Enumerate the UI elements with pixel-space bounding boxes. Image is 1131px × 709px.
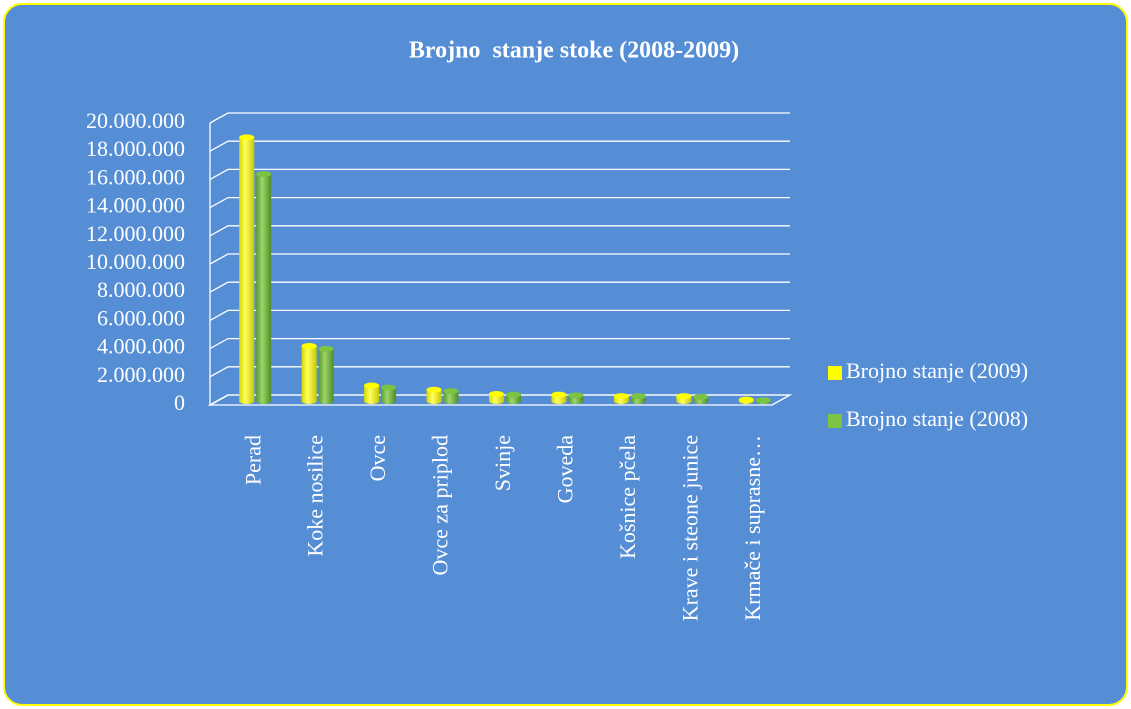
background — [3, 3, 1128, 706]
bar — [676, 393, 692, 404]
chart-title: Brojno stanje stoke (2008-2009) — [409, 38, 739, 64]
grid-line — [209, 337, 790, 350]
x-tick-label: Ovce — [365, 435, 390, 481]
bar — [239, 134, 255, 404]
x-tick-label: Koke nosilice — [303, 435, 328, 557]
bar — [506, 391, 521, 404]
y-tick-label: 0 — [174, 390, 185, 415]
grid-line — [209, 168, 790, 180]
y-tick-label: 8.000.000 — [97, 277, 185, 302]
y-tick-label: 14.000.000 — [86, 193, 185, 218]
x-tick-label: Perad — [240, 435, 265, 485]
bar — [551, 391, 567, 404]
bar — [738, 396, 754, 404]
bar — [364, 382, 380, 404]
bar — [568, 392, 584, 404]
grid-line — [209, 140, 790, 152]
y-tick-label: 18.000.000 — [86, 136, 185, 161]
x-tick-label: Košnice pčela — [615, 435, 640, 559]
grid-line — [209, 309, 790, 321]
x-tick-label: Ovce za priplod — [428, 435, 453, 576]
bar — [443, 388, 459, 404]
bar — [318, 345, 334, 404]
bar — [613, 393, 629, 404]
y-tick-label: 12.000.000 — [86, 221, 185, 246]
legend-swatch — [828, 414, 842, 428]
bar — [381, 384, 397, 404]
grid-line — [209, 253, 790, 265]
x-tick-label: Krave i steone junice — [677, 435, 702, 621]
grid-line — [209, 225, 790, 237]
bar — [630, 393, 646, 404]
y-tick-label: 16.000.000 — [86, 164, 185, 189]
x-tick-label: Goveda — [552, 435, 577, 504]
bar — [426, 386, 442, 404]
y-tick-label: 20.000.000 — [86, 108, 185, 133]
y-tick-label: 6.000.000 — [97, 305, 185, 330]
legend-label: Brojno stanje (2009) — [846, 358, 1028, 383]
bar — [693, 393, 709, 404]
y-tick-label: 10.000.000 — [86, 249, 185, 274]
grid-line — [209, 281, 790, 293]
bar — [755, 397, 771, 404]
x-tick-label: Svinje — [490, 435, 515, 491]
bar — [256, 170, 272, 404]
legend-label: Brojno stanje (2008) — [846, 406, 1028, 431]
y-tick-label: 2.000.000 — [97, 362, 185, 387]
grid-line — [209, 394, 790, 406]
legend-swatch — [828, 366, 842, 380]
bar — [489, 390, 504, 404]
bar — [301, 343, 317, 404]
grid-line — [209, 196, 790, 209]
x-tick-label: Krmače i suprasne… — [740, 435, 765, 621]
y-tick-label: 4.000.000 — [97, 334, 185, 359]
grid-line — [209, 112, 790, 124]
grid-line — [209, 366, 790, 378]
